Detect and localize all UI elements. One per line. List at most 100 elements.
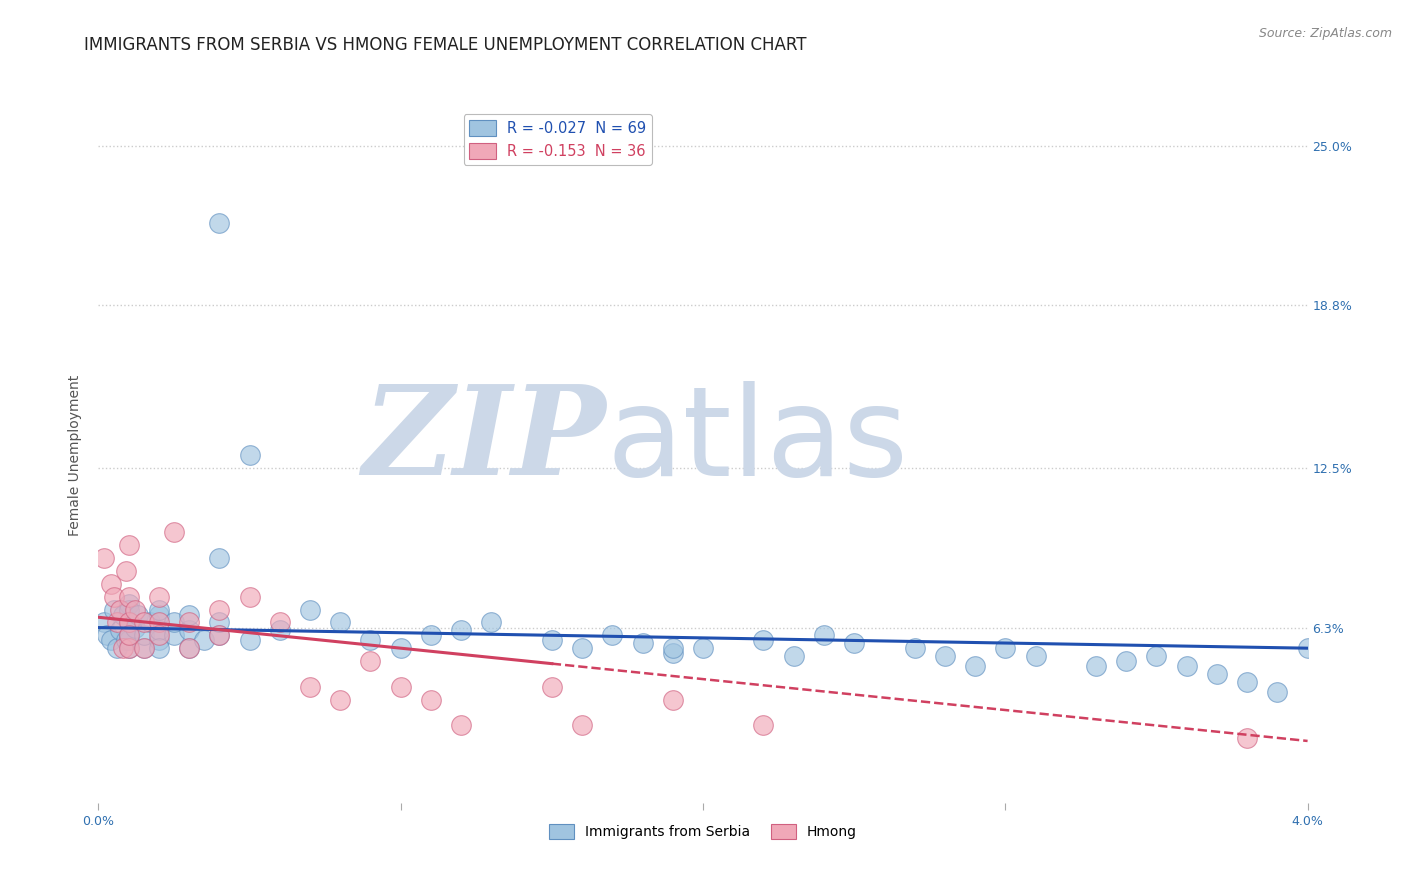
- Point: [965, 659, 987, 673]
- Point: [132, 641, 155, 656]
- Point: [934, 648, 956, 663]
- Point: [118, 628, 141, 642]
- Point: [631, 636, 654, 650]
- Point: [148, 641, 170, 656]
- Point: [105, 615, 128, 630]
- Point: [420, 628, 443, 642]
- Point: [783, 648, 806, 663]
- Point: [571, 641, 593, 656]
- Point: [208, 628, 231, 642]
- Point: [148, 602, 170, 616]
- Point: [118, 538, 141, 552]
- Point: [179, 607, 201, 622]
- Point: [179, 641, 201, 656]
- Point: [100, 633, 122, 648]
- Point: [114, 633, 136, 648]
- Point: [813, 628, 835, 642]
- Point: [360, 633, 382, 648]
- Point: [179, 623, 201, 637]
- Point: [1267, 685, 1289, 699]
- Point: [124, 621, 146, 635]
- Point: [139, 615, 162, 630]
- Point: [844, 636, 866, 650]
- Point: [103, 602, 125, 616]
- Point: [299, 680, 322, 694]
- Point: [208, 216, 231, 230]
- Point: [148, 623, 170, 637]
- Point: [299, 602, 322, 616]
- Point: [163, 628, 186, 642]
- Point: [100, 576, 122, 591]
- Point: [118, 633, 141, 648]
- Legend: Immigrants from Serbia, Hmong: Immigrants from Serbia, Hmong: [543, 818, 863, 845]
- Point: [540, 633, 562, 648]
- Point: [103, 590, 125, 604]
- Point: [179, 615, 201, 630]
- Text: IMMIGRANTS FROM SERBIA VS HMONG FEMALE UNEMPLOYMENT CORRELATION CHART: IMMIGRANTS FROM SERBIA VS HMONG FEMALE U…: [84, 36, 807, 54]
- Point: [124, 602, 146, 616]
- Point: [148, 633, 170, 648]
- Point: [208, 551, 231, 566]
- Point: [118, 602, 141, 616]
- Point: [1175, 659, 1198, 673]
- Point: [1236, 731, 1258, 746]
- Point: [93, 551, 115, 566]
- Point: [1115, 654, 1137, 668]
- Point: [118, 615, 141, 630]
- Point: [692, 641, 714, 656]
- Point: [1146, 648, 1168, 663]
- Point: [661, 692, 683, 706]
- Point: [208, 628, 231, 642]
- Point: [208, 615, 231, 630]
- Point: [571, 718, 593, 732]
- Point: [540, 680, 562, 694]
- Y-axis label: Female Unemployment: Female Unemployment: [69, 375, 83, 535]
- Point: [148, 607, 170, 622]
- Point: [163, 615, 186, 630]
- Point: [208, 602, 231, 616]
- Point: [163, 525, 186, 540]
- Point: [602, 628, 624, 642]
- Point: [904, 641, 927, 656]
- Point: [481, 615, 503, 630]
- Point: [114, 564, 136, 578]
- Point: [661, 646, 683, 660]
- Point: [132, 641, 155, 656]
- Text: Source: ZipAtlas.com: Source: ZipAtlas.com: [1258, 27, 1392, 40]
- Point: [118, 641, 141, 656]
- Point: [127, 607, 149, 622]
- Point: [108, 623, 131, 637]
- Point: [1085, 659, 1108, 673]
- Point: [132, 628, 155, 642]
- Point: [93, 615, 115, 630]
- Point: [148, 628, 170, 642]
- Point: [389, 680, 412, 694]
- Point: [108, 602, 131, 616]
- Point: [118, 628, 141, 642]
- Point: [96, 628, 118, 642]
- Point: [1296, 641, 1319, 656]
- Point: [118, 641, 141, 656]
- Point: [450, 718, 472, 732]
- Point: [105, 641, 128, 656]
- Point: [239, 590, 262, 604]
- Point: [450, 623, 472, 637]
- Point: [118, 598, 141, 612]
- Point: [132, 615, 155, 630]
- Point: [329, 615, 352, 630]
- Point: [661, 641, 683, 656]
- Point: [1236, 674, 1258, 689]
- Point: [111, 607, 134, 622]
- Point: [118, 615, 141, 630]
- Point: [179, 641, 201, 656]
- Point: [420, 692, 443, 706]
- Point: [360, 654, 382, 668]
- Point: [1025, 648, 1047, 663]
- Point: [1206, 667, 1229, 681]
- Text: ZIP: ZIP: [363, 380, 606, 502]
- Point: [111, 641, 134, 656]
- Point: [148, 615, 170, 630]
- Point: [118, 615, 141, 630]
- Point: [148, 590, 170, 604]
- Point: [269, 615, 291, 630]
